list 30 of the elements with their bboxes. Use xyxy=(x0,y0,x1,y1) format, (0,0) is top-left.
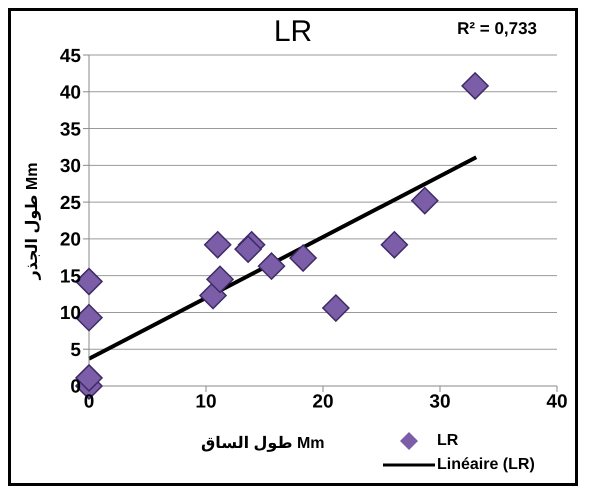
point xyxy=(289,244,317,272)
y-axis-title: طول الجذر Mm xyxy=(23,162,42,280)
point xyxy=(411,186,439,214)
point xyxy=(258,252,286,280)
y-tick-label: 0 xyxy=(70,376,81,398)
y-tick-label: 40 xyxy=(60,82,81,104)
x-tick-label: 0 xyxy=(84,391,94,412)
y-tick-label: 30 xyxy=(60,156,81,178)
x-axis-title: طول الساق Mm xyxy=(201,434,325,453)
legend-label: Linéaire (LR) xyxy=(437,456,535,474)
text: R² = 0,733 xyxy=(457,19,537,39)
point xyxy=(204,231,232,259)
y-tick-label: 5 xyxy=(70,340,82,361)
y-tick-label: 35 xyxy=(60,119,82,140)
point xyxy=(234,235,262,263)
y-tick-label: 15 xyxy=(60,266,82,288)
legend-label: LR xyxy=(437,432,458,450)
point xyxy=(380,231,408,259)
point xyxy=(461,72,489,100)
y-tick-label: 20 xyxy=(60,230,81,251)
point xyxy=(206,266,234,294)
y-tick-label: 25 xyxy=(60,192,82,214)
chart-title: LR xyxy=(274,15,312,48)
point xyxy=(322,294,350,322)
x-tick-label: 20 xyxy=(312,391,334,412)
x-tick-label: 30 xyxy=(429,391,451,412)
y-tick-label: 45 xyxy=(60,46,82,67)
y-tick-label: 10 xyxy=(60,303,81,324)
x-tick-label: 40 xyxy=(546,391,568,412)
x-tick-label: 10 xyxy=(195,391,217,412)
